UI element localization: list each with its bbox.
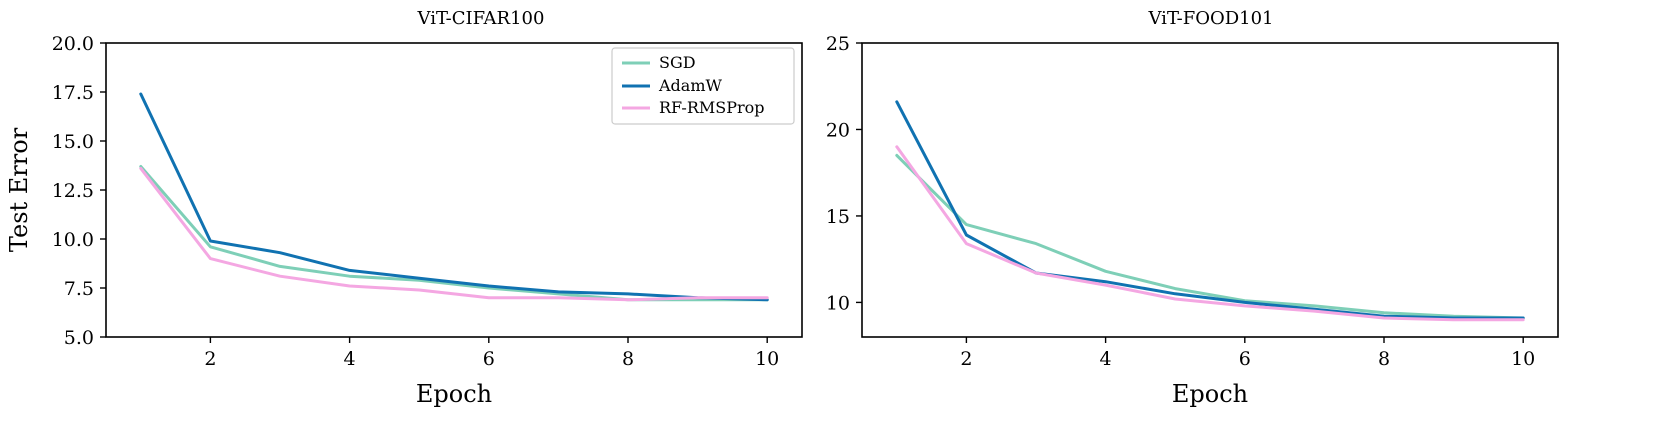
series-line-sgd (139, 165, 769, 302)
legend: SGD AdamW RF-RMSProp (611, 47, 795, 125)
y-ticks: 10 15 20 25 (826, 33, 862, 314)
series-line-adamw (139, 92, 769, 302)
subplot-title: ViT-FOOD101 (1148, 8, 1274, 29)
legend-label-rf-rmsprop: RF-RMSProp (659, 98, 765, 117)
x-tick-label: 6 (483, 348, 495, 370)
legend-box (611, 47, 795, 125)
x-tick-label: 4 (344, 348, 356, 370)
y-tick-label: 20 (826, 119, 850, 141)
x-tick-label: 6 (1239, 348, 1251, 370)
y-tick-label: 17.5 (52, 82, 94, 104)
x-tick-label: 10 (1511, 348, 1535, 370)
series-lines (139, 92, 769, 302)
x-tick-label: 2 (204, 348, 216, 370)
series-line-adamw (895, 100, 1525, 320)
subplot-title: ViT-CIFAR100 (417, 8, 545, 29)
series-line-sgd (895, 153, 1525, 320)
plot-frame (861, 42, 1559, 338)
x-tick-label: 2 (960, 348, 972, 370)
y-tick-label: 5.0 (64, 327, 94, 349)
x-tick-label: 8 (1378, 348, 1390, 370)
y-tick-label: 7.5 (64, 278, 94, 300)
legend-label-sgd: SGD (659, 53, 696, 72)
x-tick-label: 8 (622, 348, 634, 370)
x-axis-label: Epoch (1172, 380, 1248, 408)
x-ticks: 2 4 6 8 10 (204, 337, 779, 370)
series-line-rf-rmsprop (895, 145, 1525, 322)
legend-label-adamw: AdamW (658, 76, 723, 95)
y-axis-label: Test Error (5, 127, 33, 252)
y-tick-label: 25 (826, 33, 850, 55)
x-ticks: 2 4 6 8 10 (960, 337, 1535, 370)
y-ticks: 5.0 7.5 10.0 12.5 15.0 17.5 20.0 (52, 33, 106, 349)
subplot-food101: ViT-FOOD101 10 15 20 25 2 4 6 8 10 Epoch (826, 8, 1559, 408)
y-tick-label: 15 (826, 206, 850, 228)
x-tick-label: 4 (1100, 348, 1112, 370)
x-tick-label: 10 (755, 348, 779, 370)
y-tick-label: 12.5 (52, 180, 94, 202)
subplot-cifar100: ViT-CIFAR100 5.07.510.012.515.017.520.0 … (5, 8, 803, 408)
y-tick-label: 10 (826, 292, 850, 314)
series-lines (895, 100, 1525, 322)
series-line-rf-rmsprop (139, 166, 769, 302)
y-tick-label: 20.0 (52, 33, 94, 55)
y-tick-label: 15.0 (52, 131, 94, 153)
x-axis-label: Epoch (416, 380, 492, 408)
y-tick-label: 10.0 (52, 229, 94, 251)
